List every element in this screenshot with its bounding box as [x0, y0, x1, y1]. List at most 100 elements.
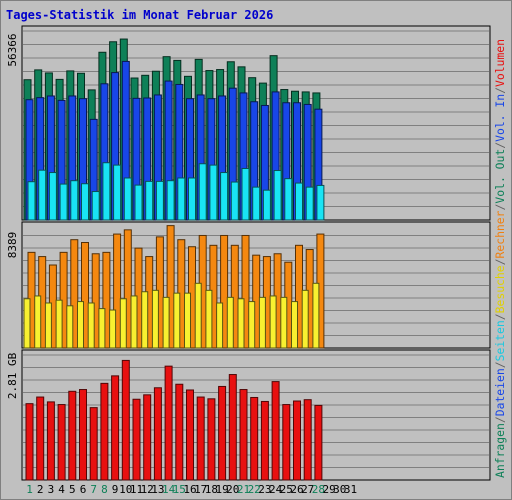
- bar-seiten-day-15: [177, 177, 186, 221]
- bar-volumen-day-20: [228, 374, 237, 481]
- bar-besuche-day-11: [130, 295, 138, 349]
- bar-seiten-day-1: [27, 181, 36, 221]
- bar-besuche-day-20: [226, 296, 234, 349]
- bar-besuche-day-15: [173, 292, 181, 349]
- day-label-17: 17: [194, 483, 207, 496]
- bar-seiten-day-27: [305, 186, 314, 221]
- panel-middle-bars: [23, 225, 325, 349]
- panel-top-bars: [23, 38, 325, 221]
- day-label-19: 19: [215, 483, 228, 496]
- max-label-bottom: 2.81 GB: [6, 352, 19, 399]
- chart-title: Tages-Statistik im Monat Februar 2026: [6, 8, 273, 22]
- day-label-21: 21: [237, 483, 250, 496]
- bar-besuche-day-1: [23, 298, 31, 349]
- bar-volumen-day-10: [121, 359, 130, 481]
- bar-seiten-day-4: [59, 183, 68, 221]
- day-label-26: 26: [290, 483, 303, 496]
- panel-bottom: [21, 349, 491, 481]
- bar-rechner-day-21: [241, 234, 250, 349]
- bar-rechner-day-9: [113, 233, 122, 349]
- legend-entry--9: /: [493, 204, 507, 211]
- bar-volumen-day-14: [164, 365, 173, 481]
- bar-seiten-day-24: [273, 170, 282, 221]
- panel-bottom-bars: [25, 359, 323, 481]
- day-label-27: 27: [301, 483, 314, 496]
- bar-besuche-day-25: [280, 296, 288, 349]
- legend-entry-dateien-2: Dateien: [493, 368, 507, 416]
- bar-seiten-day-2: [38, 169, 47, 221]
- bar-seiten-day-7: [91, 191, 100, 221]
- legend-entry-seiten-4: Seiten: [493, 320, 507, 361]
- bar-besuche-day-26: [291, 301, 298, 349]
- day-label-10: 10: [119, 483, 132, 496]
- bar-rechner-day-10: [123, 229, 132, 349]
- bar-besuche-day-10: [119, 298, 127, 349]
- bar-besuche-day-2: [34, 295, 42, 349]
- bar-volumen-day-23: [260, 400, 269, 481]
- day-label-4: 4: [58, 483, 65, 496]
- legend-entry--11: /: [493, 142, 507, 149]
- day-label-24: 24: [269, 483, 283, 496]
- bar-volumen-day-27: [303, 399, 312, 481]
- bar-seiten-day-26: [295, 182, 303, 221]
- bar-besuche-day-6: [77, 301, 84, 349]
- day-label-31: 31: [344, 483, 357, 496]
- max-label-top: 56366: [6, 33, 19, 66]
- chart-panels: [21, 25, 491, 481]
- max-label-middle: 8389: [6, 232, 19, 259]
- legend-entry-anfragen-0: Anfragen: [493, 423, 507, 478]
- bar-seiten-day-21: [241, 167, 250, 221]
- y-axis-max-labels: 56366 8389 2.81 GB: [6, 33, 19, 399]
- legend-entry-vol-out-10: Vol. Out: [493, 149, 507, 204]
- day-label-30: 30: [333, 483, 346, 496]
- bar-volumen-day-5: [68, 390, 77, 481]
- bar-besuche-day-23: [258, 296, 266, 349]
- day-label-20: 20: [226, 483, 239, 496]
- bar-besuche-day-13: [151, 289, 159, 349]
- legend-entry--7: /: [493, 259, 507, 266]
- bar-rechner-day-8: [102, 251, 111, 349]
- bar-besuche-day-16: [184, 292, 191, 349]
- bar-seiten-day-22: [252, 186, 261, 221]
- bar-seiten-day-14: [166, 180, 175, 221]
- bar-volumen-day-26: [293, 400, 301, 481]
- bar-seiten-day-18: [209, 164, 218, 221]
- bar-seiten-day-17: [198, 163, 207, 221]
- bar-volumen-day-28: [314, 404, 323, 481]
- day-label-12: 12: [141, 483, 154, 496]
- bar-besuche-day-17: [194, 282, 202, 349]
- panel-top: [21, 25, 491, 221]
- bar-volumen-day-8: [100, 382, 109, 481]
- bar-seiten-day-28: [316, 184, 325, 221]
- bar-besuche-day-19: [216, 302, 224, 349]
- bar-besuche-day-22: [248, 301, 256, 349]
- bar-besuche-day-4: [55, 299, 63, 349]
- legend-entry-vol-in-12: Vol. In: [493, 94, 507, 142]
- bar-volumen-day-4: [57, 404, 66, 481]
- bar-volumen-day-16: [186, 389, 194, 481]
- bar-rechner-day-19: [220, 234, 229, 349]
- day-label-8: 8: [101, 483, 108, 496]
- bar-besuche-day-14: [162, 296, 170, 349]
- bar-seiten-day-5: [70, 180, 79, 221]
- bar-volumen-day-2: [36, 396, 45, 481]
- x-axis-day-labels: 1 2 3 4 5 6 7 8 9 1011121314151617181920212223242…: [26, 483, 357, 496]
- legend-entry-volumen-14: Volumen: [493, 39, 507, 87]
- bar-besuche-day-8: [98, 308, 106, 349]
- bar-rechner-day-5: [70, 239, 79, 349]
- bar-volumen-day-24: [271, 381, 280, 481]
- bar-seiten-day-13: [155, 180, 164, 221]
- legend-entry--3: /: [493, 361, 507, 368]
- panel-middle: [21, 221, 491, 349]
- day-label-3: 3: [48, 483, 55, 496]
- legend-entry--13: /: [493, 87, 507, 94]
- day-label-2: 2: [37, 483, 44, 496]
- bar-volumen-day-21: [239, 389, 248, 481]
- day-label-6: 6: [80, 483, 87, 496]
- bar-volumen-day-6: [79, 389, 87, 481]
- day-label-11: 11: [130, 483, 143, 496]
- bar-besuche-day-21: [237, 298, 245, 349]
- bar-seiten-day-19: [220, 172, 229, 221]
- bar-rechner-day-7: [91, 253, 100, 349]
